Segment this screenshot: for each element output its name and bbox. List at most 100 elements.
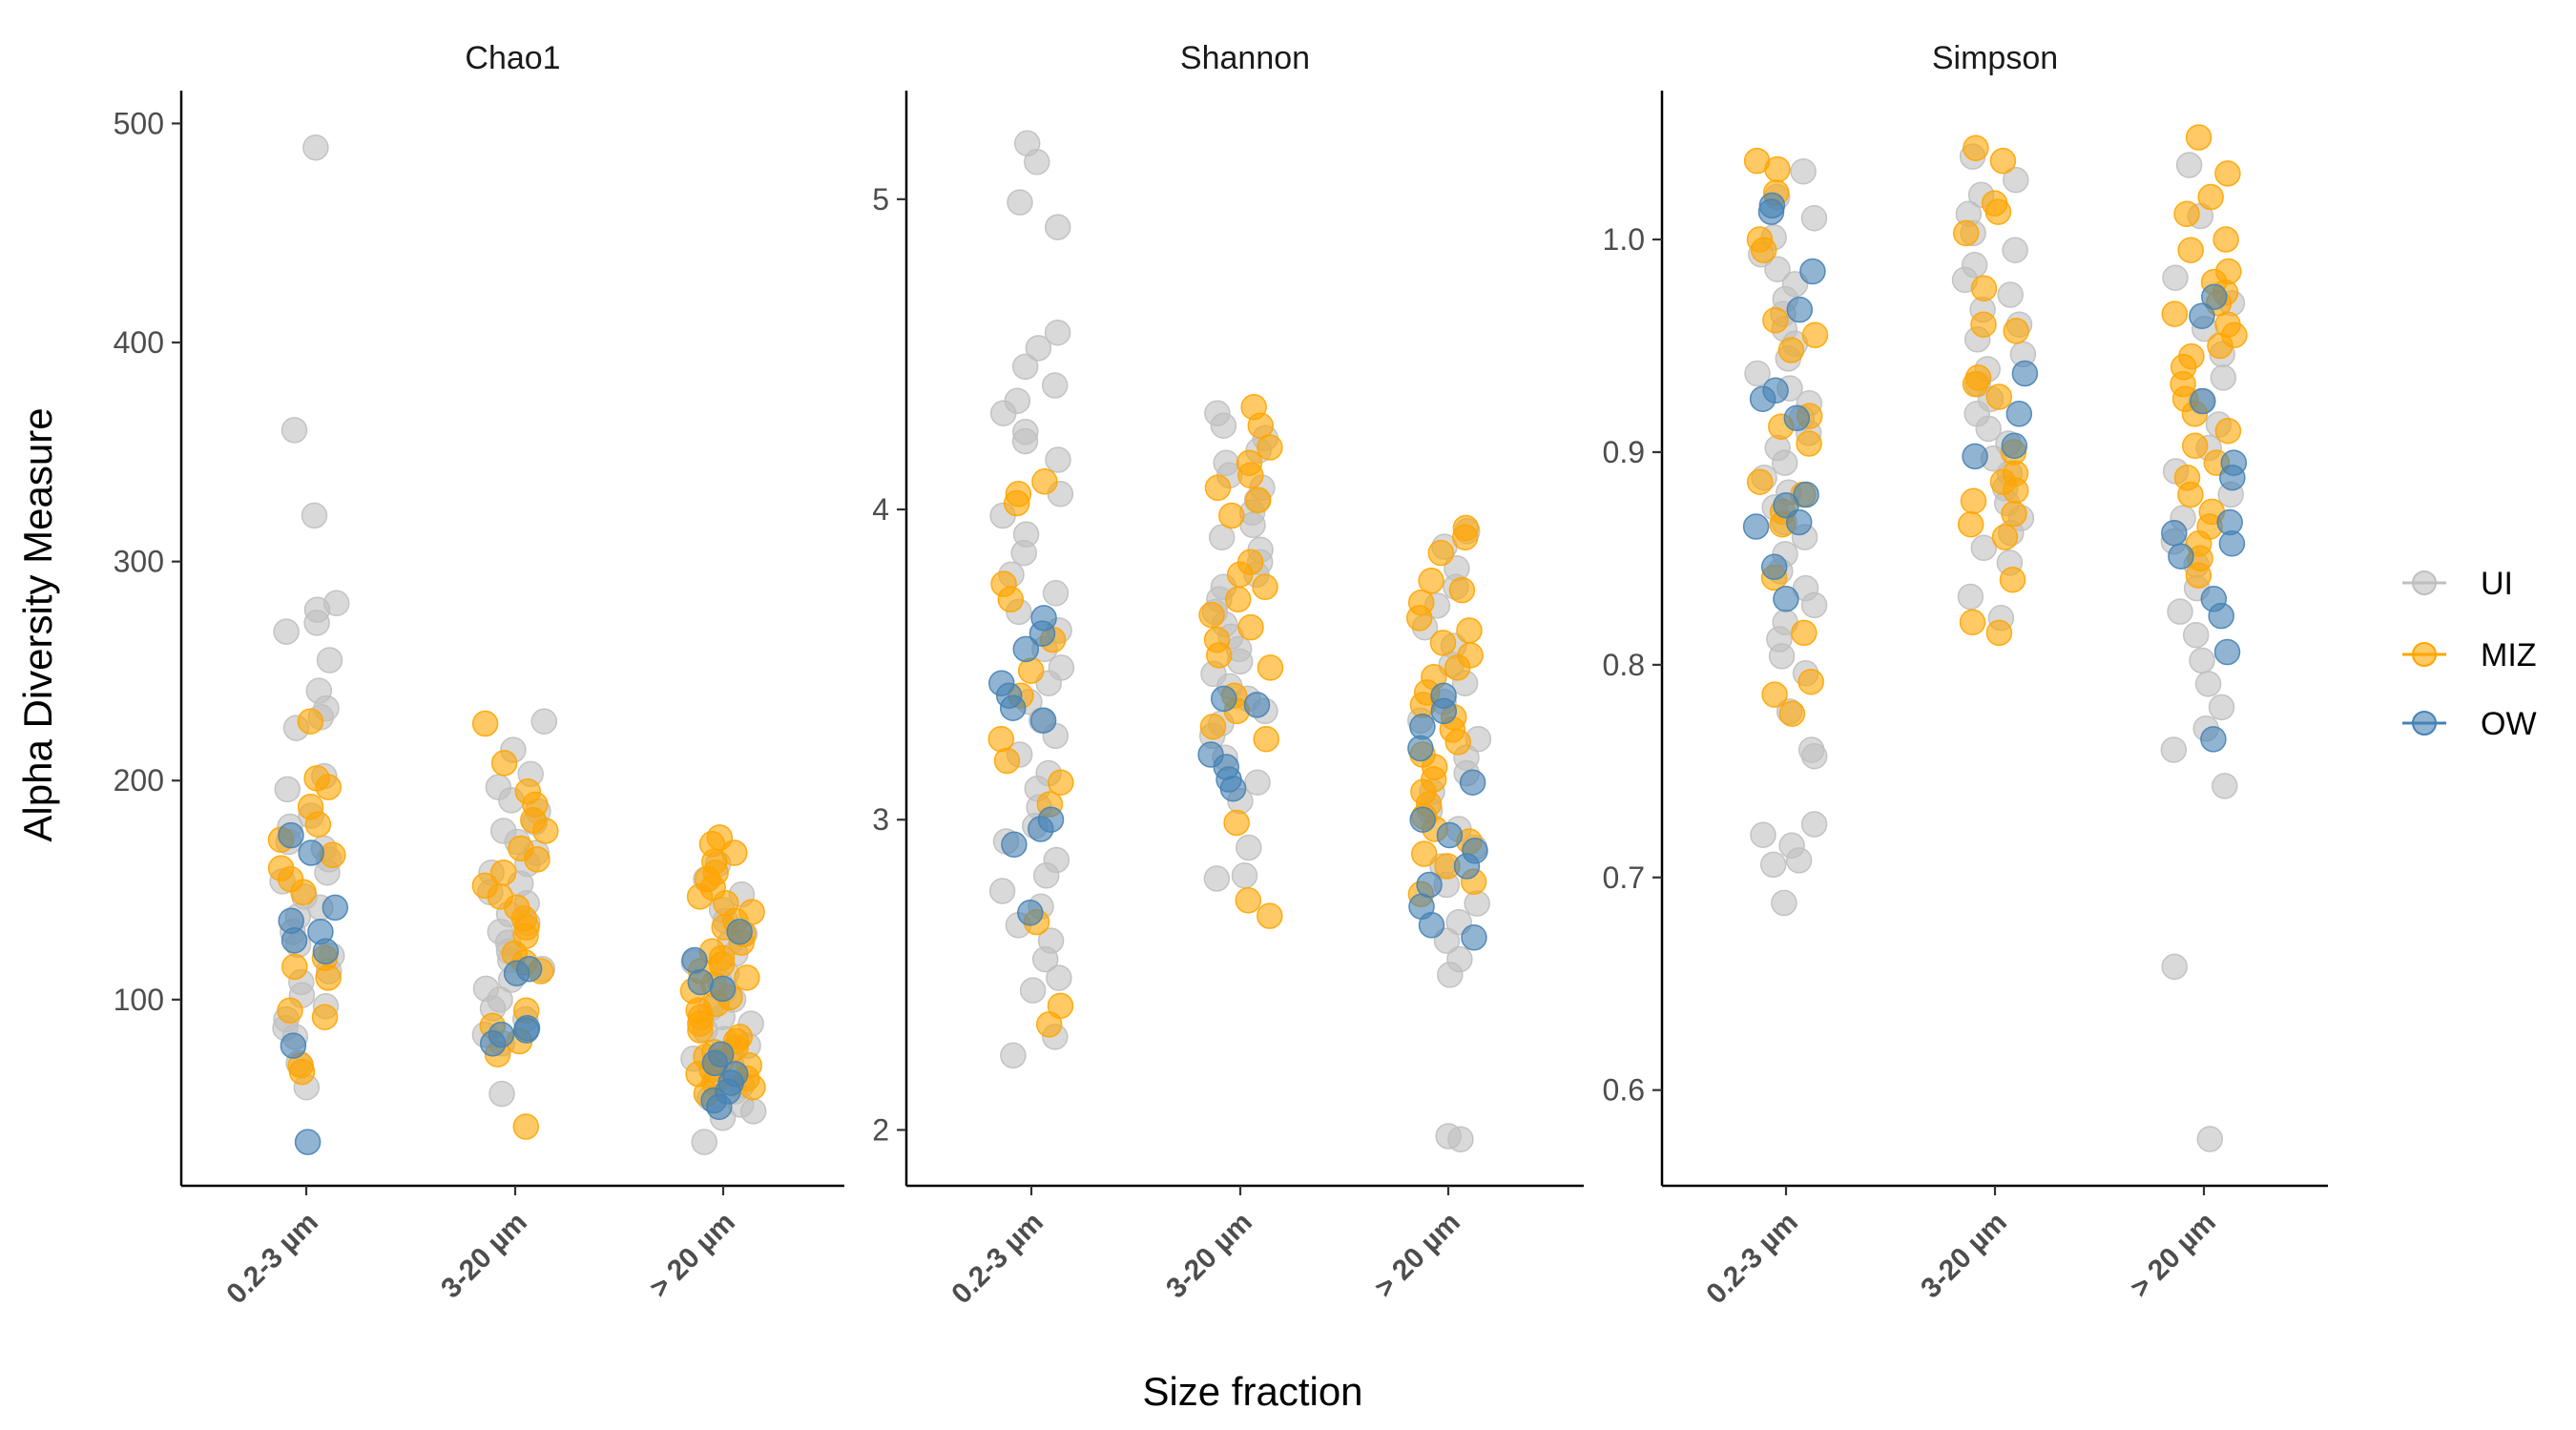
- point-ow: [1786, 296, 1814, 323]
- point-ui: [273, 618, 300, 645]
- point-ow: [1773, 586, 1799, 612]
- point-miz: [1257, 434, 1283, 461]
- point-miz: [1253, 725, 1279, 753]
- point-miz: [304, 811, 332, 838]
- point-ui: [1011, 427, 1039, 455]
- panel-title: Simpson: [1932, 40, 2058, 76]
- point-ui: [1041, 372, 1069, 399]
- point-ui: [1231, 862, 1258, 889]
- point-ui: [530, 708, 558, 735]
- point-miz: [1970, 311, 1997, 338]
- x-tick-label: 0.2-3 µm: [945, 1207, 1049, 1311]
- y-tick-label: 300: [114, 545, 164, 579]
- y-tick-label: 400: [114, 325, 164, 360]
- point-miz: [1031, 468, 1058, 495]
- point-miz: [532, 818, 559, 844]
- legend-item-miz: MIZ: [2402, 637, 2537, 674]
- point-miz: [1985, 383, 2013, 410]
- point-ui: [1800, 204, 1828, 232]
- point-miz: [1410, 840, 1438, 867]
- point-miz: [1257, 654, 1284, 681]
- point-ui: [2210, 364, 2237, 391]
- point-miz: [1218, 502, 1245, 529]
- point-miz: [2003, 318, 2029, 344]
- point-miz: [2173, 200, 2200, 228]
- point-ui: [1768, 643, 1796, 670]
- point-ow: [701, 1049, 729, 1077]
- x-tick-label: 3-20 µm: [1915, 1207, 2013, 1305]
- point-miz: [524, 846, 551, 873]
- x-tick-label: 0.2-3 µm: [1700, 1207, 1804, 1311]
- point-miz: [1970, 275, 1998, 302]
- point-ui: [1203, 865, 1231, 892]
- point-ui: [274, 776, 301, 803]
- point-ow: [1219, 775, 1247, 802]
- point-miz: [686, 883, 714, 910]
- point-ow: [2219, 464, 2246, 491]
- point-ow: [1436, 821, 1464, 849]
- point-ui: [2189, 647, 2215, 674]
- point-ui: [1800, 742, 1828, 770]
- point-ui: [988, 878, 1016, 904]
- point-ui: [2208, 694, 2235, 721]
- point-ow: [1783, 404, 1811, 432]
- point-ui: [280, 417, 308, 444]
- point-ui: [1019, 977, 1047, 1004]
- point-ui: [2175, 152, 2203, 178]
- point-miz: [2212, 226, 2239, 253]
- point-ow: [2213, 638, 2241, 666]
- point-miz: [1223, 809, 1250, 837]
- point-miz: [1962, 370, 1989, 398]
- point-ow: [1012, 635, 1040, 663]
- point-miz: [471, 710, 499, 737]
- point-ui: [1957, 583, 1984, 611]
- point-ow: [312, 938, 340, 965]
- panel-chao1: Chao1 100 200 300 400 500 0.2-3 µm 3-20 µm > 20 …: [114, 40, 844, 1310]
- point-ow: [479, 1030, 507, 1057]
- point-miz: [2001, 500, 2027, 528]
- point-ow: [278, 821, 304, 849]
- point-miz: [1762, 306, 1789, 334]
- point-ow: [687, 968, 715, 996]
- point-miz: [993, 747, 1021, 775]
- x-tick-label: 0.2-3 µm: [220, 1207, 324, 1311]
- point-ui: [1790, 157, 1817, 185]
- x-tick-label: > 20 µm: [644, 1207, 741, 1304]
- point-ow: [2005, 401, 2033, 427]
- point-miz: [1226, 561, 1254, 589]
- point-ow: [1459, 769, 1486, 796]
- point-miz: [1991, 524, 2019, 550]
- point-ui: [1970, 534, 1998, 562]
- point-miz: [1959, 609, 1986, 636]
- point-ui: [1010, 539, 1037, 567]
- panel-simpson: Simpson 0.6 0.7 0.8 0.9 1.0 0.2-3 µm 3-20 µm > 2…: [1603, 40, 2328, 1310]
- point-miz: [1427, 539, 1455, 567]
- point-miz: [1791, 619, 1818, 647]
- point-ow: [1029, 707, 1057, 734]
- legend-label: UI: [2481, 566, 2513, 602]
- point-ow: [1430, 697, 1458, 725]
- point-ow: [2190, 387, 2216, 415]
- y-tick-label: 500: [114, 106, 164, 140]
- point-miz: [2214, 417, 2242, 445]
- point-miz: [1985, 619, 2013, 647]
- point-miz: [2185, 562, 2212, 589]
- point-miz: [2177, 237, 2204, 263]
- panel-title: Chao1: [465, 40, 560, 76]
- point-miz: [1451, 524, 1479, 551]
- point-miz: [1245, 487, 1272, 514]
- point-ui: [1031, 945, 1059, 973]
- point-ui: [1800, 591, 1828, 619]
- point-ow: [512, 1017, 540, 1044]
- point-ui: [1024, 149, 1050, 176]
- y-tick-label: 3: [872, 802, 889, 837]
- point-miz: [1750, 237, 1777, 263]
- point-ow: [2168, 543, 2194, 570]
- point-ui: [691, 1129, 717, 1155]
- legend-key-point: [2412, 642, 2437, 667]
- point-miz: [1761, 681, 1788, 708]
- point-ow: [1742, 513, 1770, 540]
- point-ui: [1032, 862, 1060, 889]
- point-miz: [2197, 183, 2224, 211]
- point-ow: [2189, 302, 2215, 330]
